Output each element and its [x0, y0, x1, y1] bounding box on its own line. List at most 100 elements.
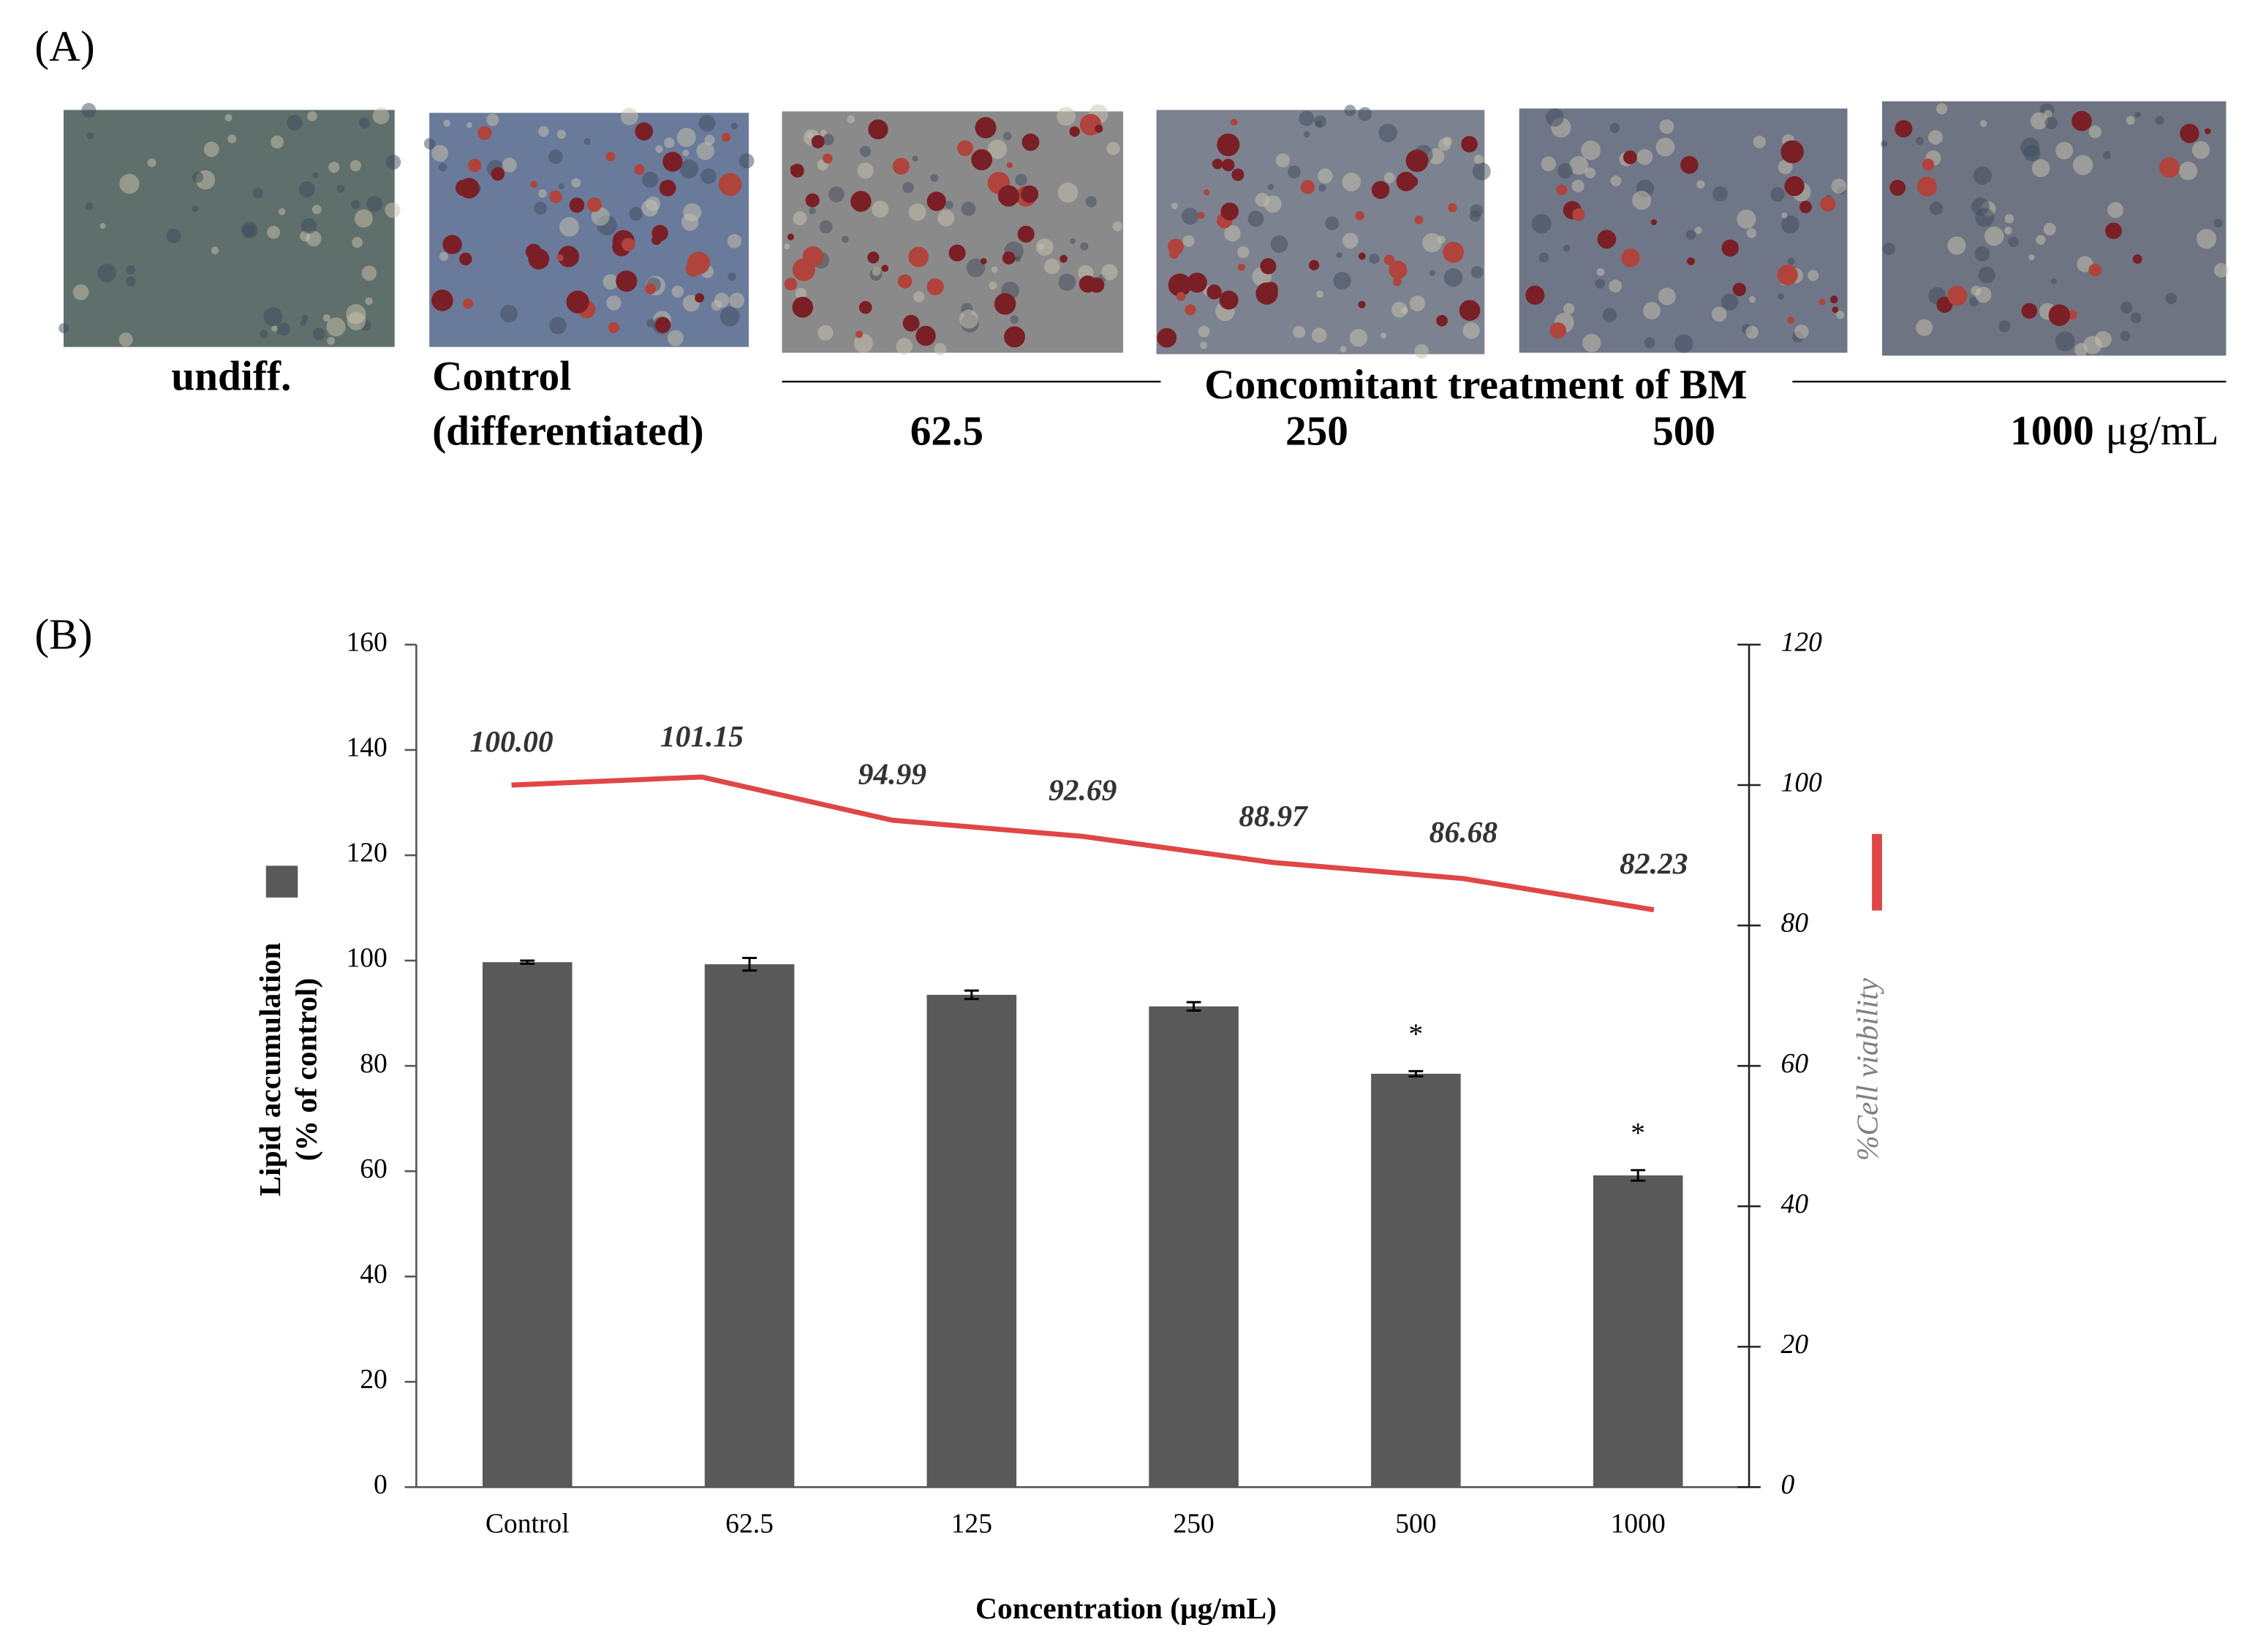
texture: [2028, 254, 2035, 261]
lipid-droplet: [1621, 248, 1640, 268]
lipid-droplet: [1021, 133, 1040, 151]
texture: [857, 162, 874, 179]
texture: [372, 107, 390, 125]
texture: [1915, 137, 1924, 145]
texture: [2072, 155, 2093, 175]
lipid-droplet: [1079, 275, 1097, 293]
lipid-droplet: [721, 132, 731, 142]
texture: [959, 309, 979, 329]
texture: [1429, 270, 1435, 276]
texture: [298, 181, 315, 198]
data-label: 88.97: [1239, 799, 1309, 833]
lipid-droplet: [971, 149, 993, 170]
texture: [1545, 108, 1564, 127]
texture: [1015, 173, 1027, 186]
texture: [1303, 131, 1310, 138]
texture: [252, 187, 263, 199]
texture: [1288, 165, 1301, 179]
texture: [603, 274, 619, 290]
texture: [2030, 112, 2048, 130]
lipid-droplet: [915, 325, 936, 346]
chart: 0 20 40 60 80 100 120 140 160 0 20 40 60 80 100 120 Cont…: [253, 628, 1884, 1626]
lipid-droplet: [948, 244, 966, 262]
texture: [1882, 242, 1896, 256]
bar: [926, 994, 1017, 1488]
caption: undiff.: [171, 353, 291, 399]
texture: [86, 132, 94, 140]
lipid-droplet: [1916, 176, 1938, 197]
texture: [1342, 173, 1361, 192]
lipid-droplet: [2180, 124, 2199, 143]
lipid-droplet: [634, 164, 645, 175]
texture: [1340, 346, 1347, 353]
lipid-droplet: [957, 140, 973, 156]
lipid-droplet: [569, 197, 585, 213]
texture: [307, 110, 317, 121]
lipid-droplet: [997, 185, 1019, 207]
texture: [853, 333, 873, 353]
texture: [1610, 175, 1622, 186]
texture: [1712, 186, 1728, 202]
texture: [1325, 216, 1340, 231]
micrograph: [63, 110, 395, 347]
texture: [2055, 331, 2075, 352]
texture: [311, 205, 322, 214]
texture: [312, 327, 325, 341]
texture: [2178, 162, 2198, 181]
lipid-droplet: [881, 265, 889, 272]
texture: [913, 291, 925, 303]
lipid-droplet: [1069, 126, 1080, 137]
texture: [1569, 156, 1589, 175]
texture: [807, 132, 813, 139]
bar: [482, 962, 573, 1488]
texture: [711, 300, 722, 311]
lipid-droplet: [1309, 259, 1320, 270]
texture: [795, 287, 807, 299]
texture: [591, 207, 610, 226]
lipid-droplet: [1461, 135, 1478, 153]
lipid-droplet: [1799, 200, 1812, 213]
lipid-droplet: [1255, 282, 1278, 305]
lipid-droplet: [1448, 202, 1457, 213]
lipid-droplet: [1414, 216, 1424, 224]
lipid-droplet: [1721, 239, 1740, 257]
lipid-droplet: [908, 246, 929, 268]
texture: [1975, 208, 1995, 227]
texture: [2004, 227, 2012, 235]
x-tick-label: Control: [486, 1509, 570, 1539]
texture: [1171, 202, 1179, 210]
texture: [227, 134, 237, 144]
texture: [681, 213, 699, 231]
texture: [486, 113, 499, 126]
y-axis-title: Lipid accumulation: [253, 943, 287, 1197]
texture: [1438, 137, 1451, 151]
texture: [1584, 167, 1596, 178]
lipid-droplet: [2158, 157, 2180, 178]
texture: [1010, 315, 1019, 324]
lipid-droplet: [1187, 273, 1207, 293]
texture: [1311, 327, 1327, 343]
lipid-droplet: [1300, 180, 1315, 194]
texture: [2213, 219, 2223, 228]
texture: [2103, 151, 2111, 159]
texture: [784, 243, 790, 250]
texture: [1383, 172, 1395, 183]
lipid-droplet: [431, 289, 453, 311]
y2-tick-label: 20: [1781, 1330, 1809, 1360]
lipid-droplet: [1396, 171, 1416, 192]
texture: [1753, 135, 1767, 148]
lipid-droplet: [1230, 118, 1238, 126]
lipid-droplet: [1922, 158, 1935, 171]
texture: [646, 196, 661, 211]
texture: [1414, 344, 1429, 359]
lipid-droplet: [1231, 168, 1244, 181]
texture: [896, 338, 913, 355]
texture: [2165, 292, 2177, 305]
y-axis-title: (% of control): [290, 978, 324, 1161]
micrograph: [782, 111, 1124, 353]
texture: [1003, 132, 1012, 140]
lipid-droplet: [787, 233, 794, 240]
texture: [1968, 296, 1979, 307]
lipid-droplet: [651, 224, 668, 242]
